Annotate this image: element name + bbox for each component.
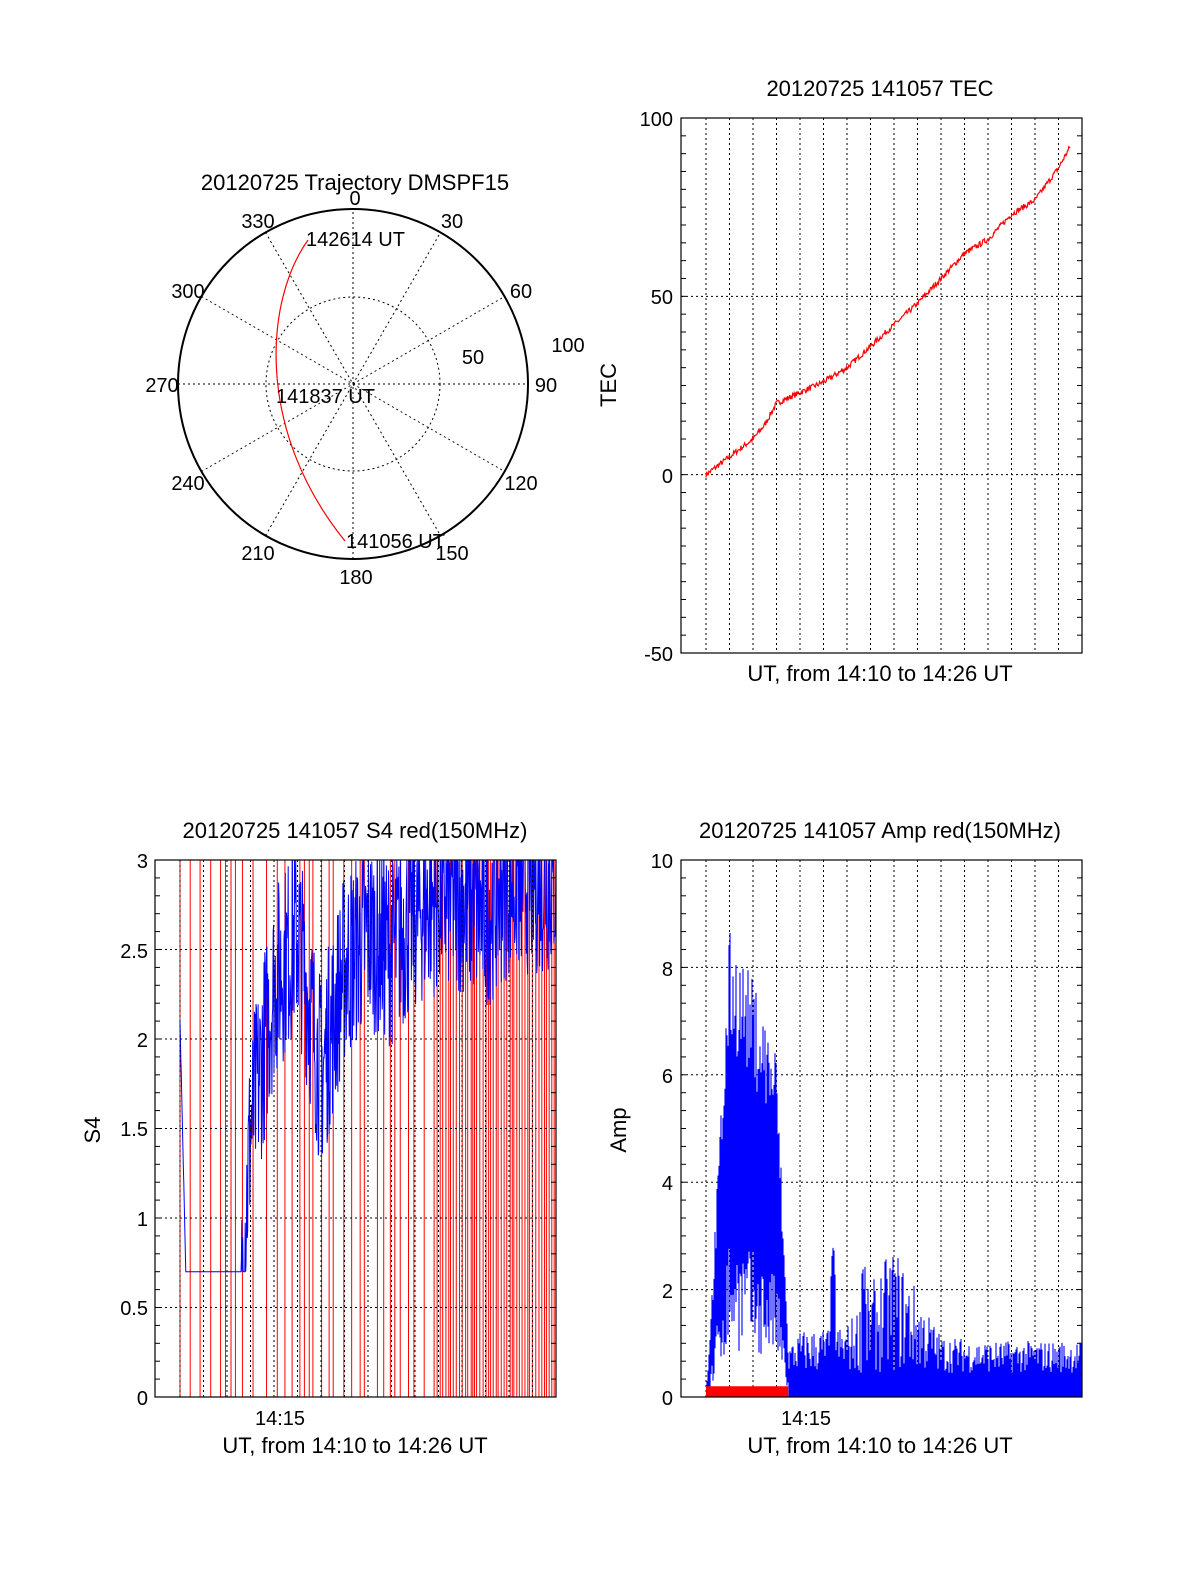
tec-ylabel: TEC — [596, 363, 621, 407]
amp-xtick-1415: 14:15 — [781, 1408, 831, 1430]
azimuth-label-330: 330 — [241, 211, 274, 233]
amp-ylabel: Amp — [606, 1107, 631, 1152]
amp-plot: 20120725 141057 Amp red(150MHz) 10 8 6 4… — [606, 818, 1083, 1458]
azimuth-label-270: 270 — [145, 375, 178, 397]
radius-label-100: 100 — [551, 335, 584, 357]
time-label-end: 142614 UT — [306, 229, 405, 251]
amp-blue-series — [706, 932, 1082, 1397]
polar-plot: 20120725 Trajectory DMSPF15 0 30 60 90 1… — [145, 170, 584, 589]
azimuth-label-150: 150 — [435, 543, 468, 565]
tec-frame — [680, 117, 1083, 654]
tec-xlabel: UT, from 14:10 to 14:26 UT — [747, 661, 1012, 686]
azimuth-label-240: 240 — [171, 473, 204, 495]
s4-ytick-2: 2 — [137, 1030, 148, 1052]
s4-ytick-1: 1 — [137, 1209, 148, 1231]
amp-ytick-6: 6 — [662, 1066, 673, 1088]
radius-label-50: 50 — [462, 347, 484, 369]
amp-ytick-4: 4 — [662, 1173, 673, 1195]
amp-frame — [680, 859, 1083, 1398]
s4-frame — [154, 859, 557, 1398]
amp-ytick-10: 10 — [651, 851, 673, 873]
s4-title: 20120725 141057 S4 red(150MHz) — [183, 818, 528, 843]
azimuth-label-120: 120 — [504, 473, 537, 495]
tec-plot: 20120725 141057 TEC 100 50 0 -50 UT, fro… — [596, 76, 1083, 686]
polar-spoke — [265, 232, 441, 536]
tec-title: 20120725 141057 TEC — [766, 76, 993, 101]
tec-ytick-50: 50 — [651, 287, 673, 309]
s4-ytick-0: 0 — [137, 1388, 148, 1410]
s4-grid — [155, 859, 556, 1398]
time-label-start: 141056 UT — [346, 531, 445, 553]
polar-spokes — [178, 209, 528, 559]
azimuth-label-90: 90 — [535, 375, 557, 397]
tec-ytick-0: 0 — [662, 466, 673, 488]
azimuth-label-300: 300 — [171, 281, 204, 303]
s4-plot: 20120725 141057 S4 red(150MHz) 3 2.5 2 1… — [80, 818, 557, 1458]
s4-ytick-2-5: 2.5 — [120, 941, 148, 963]
s4-ytick-3: 3 — [137, 851, 148, 873]
s4-xlabel: UT, from 14:10 to 14:26 UT — [222, 1433, 487, 1458]
azimuth-label-210: 210 — [241, 543, 274, 565]
tec-ytick-minus50: -50 — [644, 644, 673, 666]
s4-ytick-1-5: 1.5 — [120, 1119, 148, 1141]
trajectory-line — [275, 239, 346, 542]
azimuth-label-180: 180 — [339, 567, 372, 589]
s4-xtick-1415: 14:15 — [255, 1408, 305, 1430]
tec-grid — [681, 117, 1082, 654]
s4-ytick-0-5: 0.5 — [120, 1298, 148, 1320]
azimuth-label-30: 30 — [441, 211, 463, 233]
time-label-mid: 141837 UT — [276, 386, 375, 408]
amp-title: 20120725 141057 Amp red(150MHz) — [699, 818, 1061, 843]
azimuth-label-60: 60 — [510, 281, 532, 303]
polar-title: 20120725 Trajectory DMSPF15 — [201, 170, 509, 195]
s4-ylabel: S4 — [80, 1117, 105, 1144]
amp-ytick-2: 2 — [662, 1281, 673, 1303]
azimuth-label-0: 0 — [349, 188, 360, 210]
tec-series-line — [705, 145, 1071, 478]
amp-red-series — [706, 1386, 789, 1397]
amp-ytick-0: 0 — [662, 1388, 673, 1410]
amp-xlabel: UT, from 14:10 to 14:26 UT — [747, 1433, 1012, 1458]
tec-ytick-100: 100 — [640, 109, 673, 131]
amp-ytick-8: 8 — [662, 959, 673, 981]
